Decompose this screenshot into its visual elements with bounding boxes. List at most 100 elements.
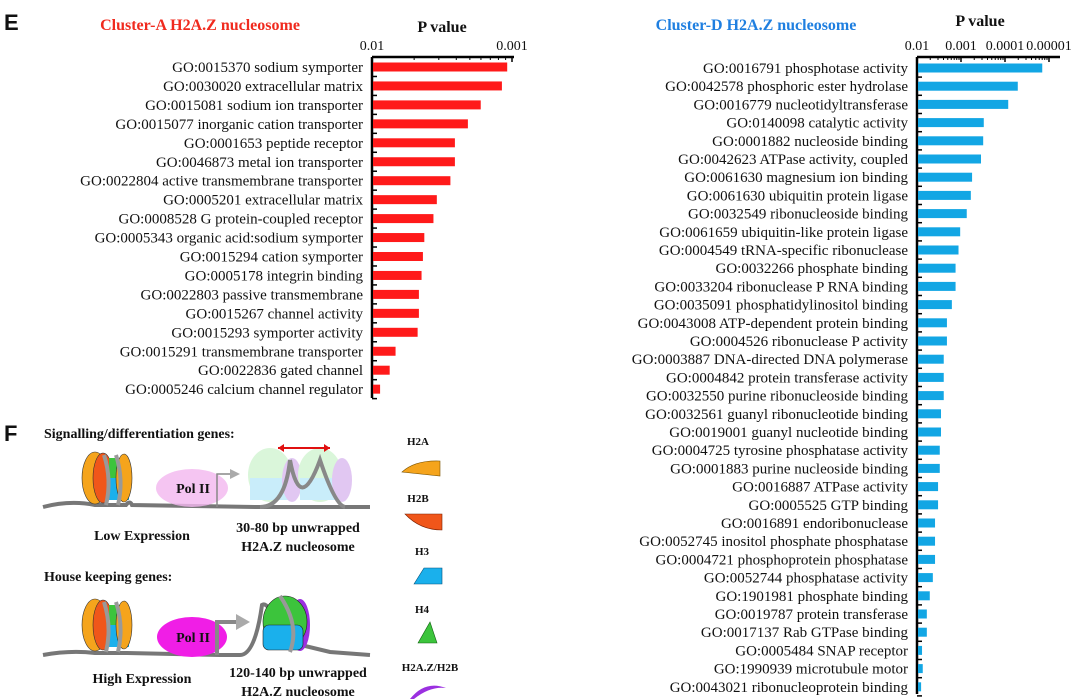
category-label: GO:0005484 SNAP receptor <box>735 643 908 659</box>
category-label: GO:0001883 purine nucleoside binding <box>670 461 908 477</box>
bar <box>373 138 455 148</box>
bar <box>918 281 956 291</box>
bar <box>918 664 923 674</box>
bar <box>373 176 451 186</box>
low-caption-line2: H2A.Z nucleosome <box>241 540 355 555</box>
category-label: GO:0022803 passive transmembrane <box>141 287 364 303</box>
bar <box>918 554 936 564</box>
x-tick-label: 0.01 <box>905 39 930 54</box>
category-label: GO:0052745 inositol phosphate phosphatas… <box>639 534 908 550</box>
x-axis-title: P value <box>955 13 1004 30</box>
bar <box>373 81 502 91</box>
bar <box>373 233 425 243</box>
category-label: GO:0016779 nucleotidyltransferase <box>693 97 908 113</box>
category-label: GO:0022836 gated channel <box>198 363 363 379</box>
pol-ii-low <box>156 469 228 507</box>
category-label: GO:0015294 cation symporter <box>180 250 363 266</box>
legend-label-h3: H3 <box>415 546 430 558</box>
pol-ii-label: Pol II <box>176 482 210 497</box>
category-label: GO:0005343 organic acid:sodium symporter <box>95 231 363 247</box>
bar <box>918 99 1009 109</box>
category-label: GO:0016891 endoribonuclease <box>721 516 908 532</box>
x-tick-label: 0.01 <box>360 39 385 54</box>
category-label: GO:0004725 tyrosine phosphatase activity <box>652 443 909 459</box>
category-label: GO:0015081 sodium ion transporter <box>145 98 363 114</box>
x-axis-title: P value <box>417 19 466 36</box>
bar <box>918 391 944 401</box>
category-label: GO:0032550 purine ribonucleoside binding <box>646 389 909 405</box>
dna-strand <box>42 500 370 509</box>
bar <box>373 384 381 394</box>
bar <box>373 100 481 110</box>
signalling-heading: Signalling/differentiation genes: <box>44 427 235 442</box>
category-label: GO:0052744 phosphatase activity <box>704 571 909 587</box>
chart-title: Cluster-A H2A.Z nucleosome <box>100 17 300 34</box>
chart-cluster-a: Cluster-A H2A.Z nucleosome P value 0.01 0… <box>80 17 528 400</box>
nucleosome-canonical <box>81 451 133 506</box>
category-label: GO:0140098 catalytic activity <box>726 116 908 132</box>
category-label: GO:0008528 G protein-coupled receptor <box>118 212 363 228</box>
h4-shape <box>417 621 438 644</box>
h2az-nucleosome-wrapped <box>262 594 310 653</box>
bar <box>918 445 940 455</box>
bar <box>373 214 434 224</box>
chart-cluster-d: Cluster-D H2A.Z nucleosome P value 0.01 0… <box>632 13 1072 697</box>
category-label: GO:0004549 tRNA-specific ribonuclease <box>659 243 908 259</box>
bar <box>918 609 927 619</box>
bar <box>373 327 418 337</box>
category-label: GO:0015370 sodium symporter <box>172 60 363 76</box>
category-label: GO:0005246 calcium channel regulator <box>125 382 363 398</box>
category-label: GO:0032561 guanyl ribonucleotide binding <box>645 407 908 423</box>
bar <box>918 336 947 346</box>
bar <box>918 172 973 182</box>
category-label: GO:0003887 DNA-directed DNA polymerase <box>632 352 909 368</box>
bar <box>918 536 936 546</box>
bar <box>373 270 422 280</box>
category-label: GO:0019787 protein transferase <box>715 607 909 623</box>
category-label: GO:0042578 phosphoric ester hydrolase <box>665 79 908 95</box>
h2az-nucleosome-unwrapped <box>248 448 352 502</box>
bar <box>373 365 390 375</box>
bar <box>918 518 936 528</box>
bar <box>918 500 939 510</box>
h2az-shape <box>410 685 446 699</box>
h2a-shape <box>401 460 441 477</box>
chart-title: Cluster-D H2A.Z nucleosome <box>656 17 857 34</box>
category-label: GO:0015291 transmembrane transporter <box>120 344 363 360</box>
category-label: GO:1990939 microtubule motor <box>714 662 908 678</box>
panel-label-e: E <box>4 10 19 35</box>
pol-ii-label: Pol II <box>176 631 210 646</box>
bar <box>373 289 419 299</box>
category-label: GO:0016887 ATPase activity <box>732 480 908 496</box>
high-caption-line2: H2A.Z nucleosome <box>241 685 355 699</box>
category-label: GO:0032266 phosphate binding <box>716 261 909 277</box>
category-label: GO:0061659 ubiquitin-like protein ligase <box>659 225 908 241</box>
category-label: GO:0032549 ribonucleoside binding <box>688 207 908 223</box>
category-label: GO:0035091 phosphatidylinositol binding <box>654 298 909 314</box>
legend-label-h2a: H2A <box>407 436 429 448</box>
category-label: GO:0033204 ribonuclease P RNA binding <box>654 279 908 295</box>
h3-shape <box>413 567 443 585</box>
category-label: GO:0043021 ribonucleoprotein binding <box>670 680 909 696</box>
bar <box>918 318 947 328</box>
bar <box>918 627 927 637</box>
category-label: GO:0005178 integrin binding <box>185 268 364 284</box>
bar <box>918 209 967 219</box>
tss-arrow <box>216 473 233 507</box>
bar <box>918 245 959 255</box>
category-label: GO:0046873 metal ion transporter <box>156 155 363 171</box>
bar <box>373 62 508 72</box>
bar <box>918 300 952 310</box>
category-label: GO:0015293 symporter activity <box>171 325 363 341</box>
category-label: GO:0016791 phosphotase activity <box>703 61 908 77</box>
category-label: GO:0017137 Rab GTPase binding <box>701 625 909 641</box>
bar <box>918 154 981 164</box>
bar <box>373 346 396 356</box>
category-label: GO:0015077 inorganic cation transporter <box>115 117 363 133</box>
legend-label-h4: H4 <box>415 604 430 616</box>
nucleosome-canonical <box>81 598 133 653</box>
category-label: GO:1901981 phosphate binding <box>716 589 909 605</box>
bar <box>918 427 942 437</box>
category-label: GO:0005201 extracellular matrix <box>163 193 363 209</box>
low-caption-line1: 30-80 bp unwrapped <box>236 521 360 536</box>
